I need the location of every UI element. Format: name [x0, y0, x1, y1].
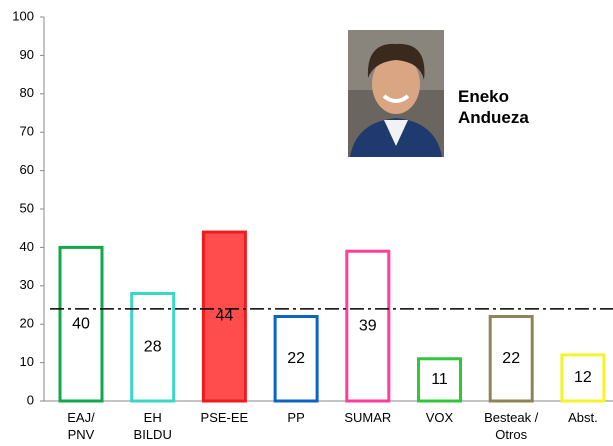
chart: Eneko Andueza 0 10 20 30 40 50 60 70 80 90 100 40 EA… — [0, 0, 613, 446]
x-tick-label: EAJ/PNV — [67, 410, 95, 442]
x-tick-label-line: EAJ/ — [67, 410, 95, 425]
y-tick-label: 0 — [27, 392, 34, 407]
y-tick-label: 60 — [20, 162, 34, 177]
x-tick-label-line: VOX — [426, 410, 454, 425]
x-tick-label: Besteak / Otros — [484, 410, 539, 442]
y-tick-label: 10 — [20, 354, 34, 369]
x-tick-label-line: PNV — [68, 427, 95, 442]
x-tick-label-line: PSE-EE — [201, 410, 249, 425]
x-tick-label-line: SUMAR — [344, 410, 391, 425]
y-tick-label: 50 — [20, 200, 34, 215]
value-label: 22 — [287, 350, 305, 367]
x-tick-label-line: Besteak / — [484, 410, 539, 425]
y-tick-label: 20 — [20, 316, 34, 331]
y-tick-label: 40 — [20, 239, 34, 254]
value-label: 12 — [574, 369, 592, 386]
annotation-line: Eneko — [458, 87, 509, 106]
value-label: 39 — [359, 317, 377, 334]
value-label: 40 — [72, 315, 90, 332]
annotation-line: Andueza — [458, 108, 529, 127]
value-label: 44 — [216, 308, 234, 325]
x-tick-label: PP — [287, 410, 304, 425]
x-tick-label: PSE-EE — [201, 410, 249, 425]
value-label: 11 — [431, 371, 448, 388]
x-tick-label-line: PP — [287, 410, 304, 425]
y-tick-label: 30 — [20, 277, 34, 292]
x-tick-label-line: Otros — [495, 427, 527, 442]
y-tick-label: 90 — [20, 47, 34, 62]
x-tick-label-line: BILDU — [134, 427, 172, 442]
y-tick-label: 70 — [20, 124, 34, 139]
value-label: 22 — [502, 350, 520, 367]
annotation: Eneko Andueza — [458, 87, 529, 127]
value-label: 28 — [144, 338, 162, 355]
x-tick-label: EH BILDU — [134, 410, 172, 442]
x-tick-label-line: EH — [144, 410, 162, 425]
portrait — [348, 30, 444, 157]
x-tick-label: Abst. — [568, 410, 598, 425]
x-tick-label: VOX — [426, 410, 454, 425]
x-tick-label: SUMAR — [344, 410, 391, 425]
y-tick-label: 100 — [12, 8, 34, 23]
y-tick-label: 80 — [20, 85, 34, 100]
x-tick-label-line: Abst. — [568, 410, 598, 425]
